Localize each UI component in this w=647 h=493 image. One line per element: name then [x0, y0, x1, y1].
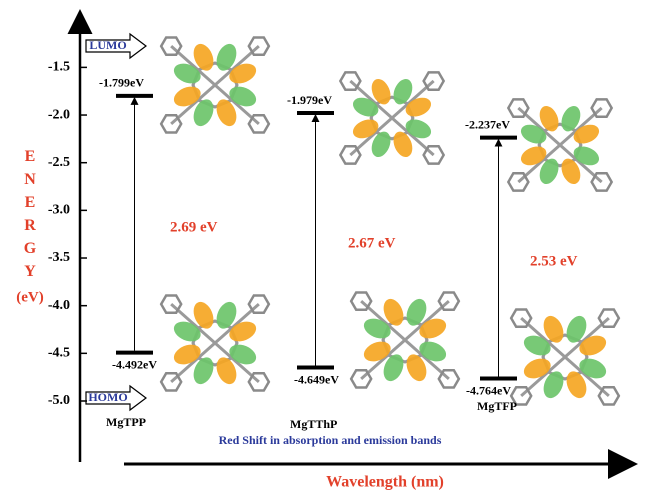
gap-label: 2.67 eV	[348, 236, 396, 252]
compound-name: MgTFP	[477, 399, 517, 413]
homo-label: HOMO	[88, 390, 127, 404]
y-tick-label: -4.0	[48, 298, 70, 313]
homo-value-label: -4.649eV	[294, 372, 339, 386]
compound-name: MgTPP	[106, 415, 146, 429]
lumo-value-label: -1.979eV	[287, 93, 332, 107]
y-axis-label: ENERGY	[22, 148, 39, 286]
y-tick-label: -3.5	[48, 250, 70, 265]
annotation: Red Shift in absorption and emission ban…	[219, 433, 442, 447]
energy-diagram: ENERGY (eV) Wavelength (nm) Red Shift in…	[0, 0, 647, 493]
homo-value-label: -4.492eV	[112, 357, 157, 371]
y-tick-label: -1.5	[48, 60, 70, 75]
gap-label: 2.69 eV	[170, 220, 218, 236]
y-tick-label: -2.5	[48, 155, 70, 170]
homo-value-label: -4.764eV	[466, 383, 511, 397]
compound-name: MgTThP	[290, 417, 337, 431]
gap-label: 2.53 eV	[530, 254, 578, 270]
lumo-label: LUMO	[89, 38, 126, 52]
lumo-value-label: -1.799eV	[99, 76, 144, 90]
ring	[249, 115, 269, 132]
x-axis-label: Wavelength (nm)	[326, 474, 444, 491]
lumo-value-label: -2.237eV	[465, 117, 510, 131]
y-axis-unit: (eV)	[16, 289, 43, 305]
ring	[161, 115, 181, 132]
y-tick-label: -4.5	[48, 346, 70, 361]
y-tick-label: -2.0	[48, 107, 70, 122]
y-tick-label: -3.0	[48, 203, 70, 218]
molecule-drawings	[161, 37, 619, 404]
y-tick-label: -5.0	[48, 393, 70, 408]
